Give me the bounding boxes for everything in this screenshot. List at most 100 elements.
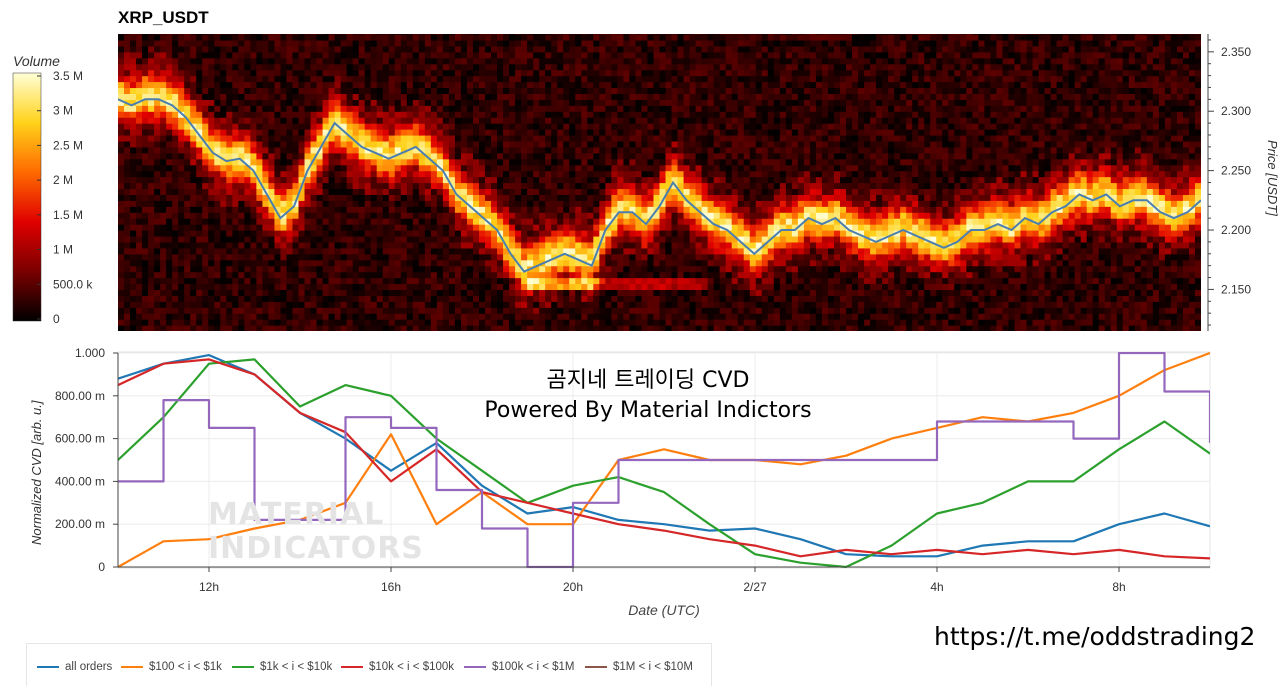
heatmap-cell [160,76,167,83]
heatmap-cell [389,224,396,231]
heatmap-cell [353,278,360,285]
heatmap-cell [437,325,444,332]
heatmap-cell [473,248,480,255]
heatmap-cell [653,82,660,89]
heatmap-cell [299,236,306,243]
heatmap-cell [317,171,324,178]
heatmap-cell [160,200,167,207]
heatmap-cell [377,147,384,154]
heatmap-cell [672,254,679,261]
heatmap-cell [196,165,203,172]
heatmap-cell [329,230,336,237]
heatmap-cell [672,87,679,94]
heatmap-cell [593,165,600,172]
heatmap-cell [605,278,612,285]
heatmap-cell [208,129,215,136]
heatmap-cell [587,230,594,237]
heatmap-cell [172,159,179,166]
heatmap-cell [335,194,342,201]
heatmap-cell [347,70,354,77]
heatmap-cell [305,188,312,195]
heatmap-cell [226,319,233,326]
heatmap-cell [503,34,510,41]
heatmap-cell [299,165,306,172]
heatmap-cell [286,99,293,106]
heatmap-cell [118,153,125,160]
heatmap-cell [497,177,504,184]
heatmap-cell [702,289,709,296]
heatmap-cell [593,87,600,94]
heatmap-cell [250,301,257,308]
heatmap-cell [515,40,522,47]
heatmap-cell [232,141,239,148]
heatmap-cell [635,141,642,148]
heatmap-cell [599,129,606,136]
heatmap-cell [413,283,420,290]
heatmap-cell [166,34,173,41]
heatmap-cell [599,188,606,195]
heatmap-cell [371,218,378,225]
heatmap-cell [479,93,486,100]
heatmap-cell [178,64,185,71]
heatmap-cell [479,70,486,77]
heatmap-cell [557,200,564,207]
heatmap-cell [389,248,396,255]
heatmap-cell [196,52,203,59]
heatmap-cell [383,171,390,178]
heatmap-cell [678,153,685,160]
heatmap-cell [557,82,564,89]
heatmap-cell [226,242,233,249]
heatmap-cell [220,230,227,237]
heatmap-cell [599,206,606,213]
heatmap-cell [611,99,618,106]
heatmap-cell [118,147,125,154]
heatmap-cell [148,40,155,47]
heatmap-cell [226,46,233,53]
heatmap-cell [527,52,534,59]
heatmap-cell [467,105,474,112]
heatmap-cell [425,289,432,296]
heatmap-cell [545,212,552,219]
heatmap-cell [220,224,227,231]
heatmap-cell [148,117,155,124]
heatmap-cell [521,123,528,130]
heatmap-cell [437,313,444,320]
heatmap-cell [617,248,624,255]
heatmap-cell [605,141,612,148]
heatmap-cell [437,319,444,326]
heatmap-cell [202,64,209,71]
heatmap-cell [461,218,468,225]
heatmap-cell [202,159,209,166]
heatmap-cell [587,295,594,302]
heatmap-cell [563,105,570,112]
heatmap-cell [702,313,709,320]
heatmap-cell [238,70,245,77]
heatmap-cell [323,295,330,302]
heatmap-cell [359,165,366,172]
heatmap-cell [166,260,173,267]
heatmap-cell [443,123,450,130]
heatmap-cell [142,254,149,261]
heatmap-cell [214,183,221,190]
heatmap-cell [353,171,360,178]
heatmap-cell [250,28,257,35]
heatmap-cell [461,135,468,142]
heatmap-cell [365,188,372,195]
heatmap-cell [629,218,636,225]
heatmap-cell [148,123,155,130]
heatmap-cell [678,319,685,326]
heatmap-cell [575,28,582,35]
heatmap-cell [587,159,594,166]
heatmap-cell [666,129,673,136]
heatmap-cell [623,295,630,302]
heatmap-cell [696,105,703,112]
heatmap-cell [148,224,155,231]
heatmap-cell [292,218,299,225]
heatmap-cell [184,224,191,231]
heatmap-cell [383,272,390,279]
heatmap-cell [509,28,516,35]
heatmap-cell [617,93,624,100]
heatmap-cell [660,105,667,112]
heatmap-cell [672,248,679,255]
heatmap-cell [280,230,287,237]
